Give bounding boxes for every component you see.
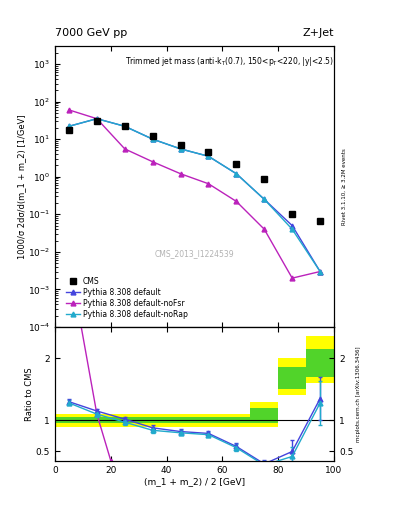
Pythia 8.308 default-noRap bbox=[206, 153, 211, 159]
Pythia 8.308 default bbox=[67, 123, 72, 130]
Pythia 8.308 default-noFsr bbox=[95, 116, 99, 122]
Line: CMS: CMS bbox=[66, 118, 323, 224]
X-axis label: (m_1 + m_2) / 2 [GeV]: (m_1 + m_2) / 2 [GeV] bbox=[144, 477, 245, 486]
Pythia 8.308 default-noFsr bbox=[262, 226, 267, 232]
Pythia 8.308 default bbox=[95, 116, 99, 122]
Pythia 8.308 default-noFsr bbox=[123, 146, 127, 152]
Pythia 8.308 default-noRap bbox=[262, 196, 267, 202]
Pythia 8.308 default-noFsr bbox=[318, 268, 323, 274]
Pythia 8.308 default-noFsr bbox=[151, 159, 155, 165]
Line: Pythia 8.308 default-noRap: Pythia 8.308 default-noRap bbox=[66, 116, 323, 274]
Legend: CMS, Pythia 8.308 default, Pythia 8.308 default-noFsr, Pythia 8.308 default-noRa: CMS, Pythia 8.308 default, Pythia 8.308 … bbox=[64, 275, 189, 321]
Pythia 8.308 default-noFsr bbox=[206, 181, 211, 187]
Pythia 8.308 default-noRap bbox=[95, 116, 99, 122]
Pythia 8.308 default-noFsr bbox=[178, 170, 183, 177]
Pythia 8.308 default bbox=[318, 268, 323, 274]
Pythia 8.308 default-noRap bbox=[151, 136, 155, 142]
Pythia 8.308 default-noFsr bbox=[290, 275, 295, 281]
Pythia 8.308 default-noRap bbox=[123, 123, 127, 130]
Pythia 8.308 default-noRap bbox=[290, 226, 295, 232]
Pythia 8.308 default-noRap bbox=[318, 268, 323, 274]
Pythia 8.308 default-noRap bbox=[67, 123, 72, 130]
CMS bbox=[290, 211, 295, 218]
Pythia 8.308 default bbox=[206, 153, 211, 159]
CMS bbox=[206, 149, 211, 155]
Text: CMS_2013_I1224539: CMS_2013_I1224539 bbox=[155, 249, 234, 259]
CMS bbox=[178, 142, 183, 148]
Pythia 8.308 default-noRap bbox=[234, 170, 239, 177]
Y-axis label: Rivet 3.1.10, ≥ 3.2M events: Rivet 3.1.10, ≥ 3.2M events bbox=[342, 148, 347, 225]
CMS bbox=[262, 176, 267, 182]
CMS bbox=[123, 123, 127, 130]
Pythia 8.308 default-noFsr bbox=[234, 198, 239, 204]
Line: Pythia 8.308 default-noFsr: Pythia 8.308 default-noFsr bbox=[66, 108, 323, 281]
Pythia 8.308 default bbox=[178, 146, 183, 152]
Y-axis label: mcplots.cern.ch [arXiv:1306.3436]: mcplots.cern.ch [arXiv:1306.3436] bbox=[356, 346, 361, 442]
Pythia 8.308 default bbox=[123, 123, 127, 130]
Pythia 8.308 default-noFsr bbox=[67, 107, 72, 113]
CMS bbox=[95, 118, 99, 124]
Y-axis label: 1000/σ 2dσ/d(m_1 + m_2) [1/GeV]: 1000/σ 2dσ/d(m_1 + m_2) [1/GeV] bbox=[17, 114, 26, 259]
CMS bbox=[318, 218, 323, 224]
Pythia 8.308 default bbox=[234, 170, 239, 177]
CMS bbox=[151, 133, 155, 139]
Text: 7000 GeV pp: 7000 GeV pp bbox=[55, 28, 127, 38]
Text: Z+Jet: Z+Jet bbox=[303, 28, 334, 38]
Y-axis label: Ratio to CMS: Ratio to CMS bbox=[26, 367, 35, 421]
Pythia 8.308 default bbox=[262, 196, 267, 202]
CMS bbox=[234, 161, 239, 167]
Text: Trimmed jet mass (anti-k$_\mathrm{T}$(0.7), 150<p$_\mathrm{T}$<220, |y|<2.5): Trimmed jet mass (anti-k$_\mathrm{T}$(0.… bbox=[125, 54, 334, 68]
Pythia 8.308 default bbox=[290, 223, 295, 229]
Pythia 8.308 default-noRap bbox=[178, 146, 183, 152]
Pythia 8.308 default bbox=[151, 136, 155, 142]
CMS bbox=[67, 126, 72, 133]
Line: Pythia 8.308 default: Pythia 8.308 default bbox=[66, 116, 323, 274]
